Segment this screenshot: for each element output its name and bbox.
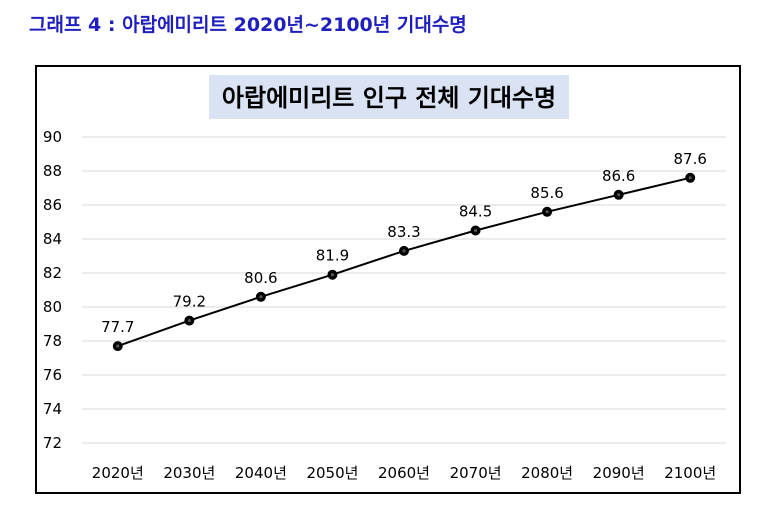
data-point-center bbox=[545, 210, 549, 214]
x-tick-label: 2060년 bbox=[378, 464, 430, 482]
x-tick-label: 2030년 bbox=[163, 464, 215, 482]
series bbox=[112, 172, 696, 352]
x-tick-label: 2040년 bbox=[235, 464, 287, 482]
x-tick-label: 2090년 bbox=[593, 464, 645, 482]
data-label: 81.9 bbox=[316, 247, 349, 265]
chart-title-background bbox=[209, 75, 569, 119]
data-point-center bbox=[617, 193, 621, 197]
y-tick-label: 78 bbox=[43, 332, 62, 350]
series-line bbox=[117, 176, 691, 348]
x-tick-label: 2050년 bbox=[306, 464, 358, 482]
x-axis-ticks: 2020년 2030년 2040년 2050년 2060년 2070년 2080년 2090년… bbox=[92, 464, 716, 482]
y-tick-label: 80 bbox=[43, 298, 62, 316]
data-point-center bbox=[187, 319, 191, 323]
y-tick-label: 88 bbox=[43, 162, 62, 180]
data-label: 84.5 bbox=[459, 203, 492, 221]
data-point-center bbox=[259, 295, 263, 299]
data-point-center bbox=[116, 344, 120, 348]
data-labels: 77.7 79.2 80.6 81.9 83.3 84.5 85.6 86.6 87.6 bbox=[101, 150, 707, 336]
chart-title: 아랍에미리트 인구 전체 기대수명 bbox=[222, 84, 556, 112]
data-label: 79.2 bbox=[173, 293, 206, 311]
y-tick-label: 90 bbox=[43, 128, 62, 146]
y-axis-ticks: 72 74 76 78 80 82 84 86 88 90 bbox=[43, 128, 62, 452]
data-point-center bbox=[473, 228, 478, 233]
y-tick-label: 86 bbox=[43, 196, 62, 214]
data-label: 77.7 bbox=[101, 318, 134, 336]
x-tick-label: 2080년 bbox=[521, 464, 573, 482]
y-tick-label: 76 bbox=[43, 366, 62, 384]
grid-lines bbox=[82, 136, 726, 444]
x-tick-label: 2070년 bbox=[450, 464, 502, 482]
figure-caption: 그래프 4 : 아랍에미리트 2020년~2100년 기대수명 bbox=[29, 14, 467, 36]
y-tick-label: 82 bbox=[43, 264, 62, 282]
y-tick-label: 74 bbox=[43, 400, 62, 418]
data-label: 87.6 bbox=[674, 150, 707, 168]
data-point-center bbox=[688, 176, 692, 180]
data-label: 86.6 bbox=[602, 167, 635, 185]
y-tick-label: 72 bbox=[43, 434, 62, 452]
y-tick-label: 84 bbox=[43, 230, 62, 248]
x-tick-label: 2020년 bbox=[92, 464, 144, 482]
data-label: 80.6 bbox=[244, 269, 277, 287]
data-point-center bbox=[402, 249, 406, 253]
x-tick-label: 2100년 bbox=[664, 464, 716, 482]
data-label: 85.6 bbox=[530, 184, 563, 202]
data-label: 83.3 bbox=[387, 223, 420, 241]
data-point-center bbox=[330, 273, 335, 277]
